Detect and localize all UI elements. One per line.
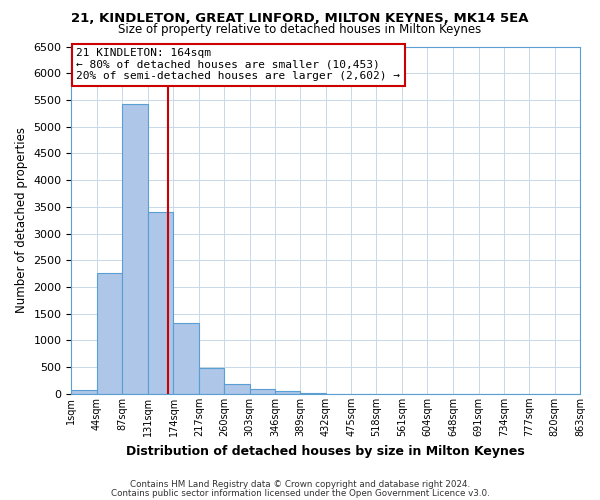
Bar xyxy=(148,212,173,394)
Y-axis label: Number of detached properties: Number of detached properties xyxy=(15,127,28,313)
Bar xyxy=(173,324,199,394)
Text: 21, KINDLETON, GREAT LINFORD, MILTON KEYNES, MK14 5EA: 21, KINDLETON, GREAT LINFORD, MILTON KEY… xyxy=(71,12,529,26)
Bar xyxy=(250,390,275,394)
Bar xyxy=(71,390,97,394)
Text: 21 KINDLETON: 164sqm
← 80% of detached houses are smaller (10,453)
20% of semi-d: 21 KINDLETON: 164sqm ← 80% of detached h… xyxy=(76,48,400,82)
Bar xyxy=(275,392,301,394)
Text: Contains public sector information licensed under the Open Government Licence v3: Contains public sector information licen… xyxy=(110,488,490,498)
Bar xyxy=(199,368,224,394)
X-axis label: Distribution of detached houses by size in Milton Keynes: Distribution of detached houses by size … xyxy=(127,444,525,458)
Bar xyxy=(122,104,148,394)
Bar xyxy=(224,384,250,394)
Text: Size of property relative to detached houses in Milton Keynes: Size of property relative to detached ho… xyxy=(118,22,482,36)
Bar xyxy=(301,393,326,394)
Text: Contains HM Land Registry data © Crown copyright and database right 2024.: Contains HM Land Registry data © Crown c… xyxy=(130,480,470,489)
Bar xyxy=(97,272,122,394)
